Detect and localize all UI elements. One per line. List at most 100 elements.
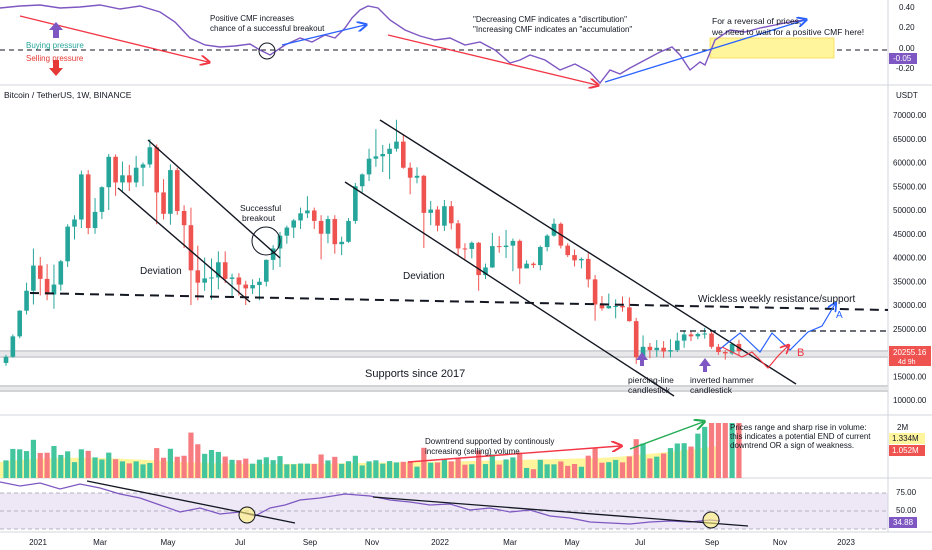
candle-body	[538, 247, 543, 266]
volume-bar	[455, 457, 461, 478]
breakout-note: Successful breakout	[240, 203, 281, 223]
volume-bar	[243, 458, 249, 478]
candle-body	[92, 211, 98, 229]
volume-bar	[222, 456, 228, 478]
candle-body	[435, 209, 440, 226]
volume-bar	[469, 464, 475, 478]
volume-bar	[476, 450, 482, 478]
volume-bar	[681, 443, 687, 478]
volume-bar	[524, 467, 530, 478]
volume-bar	[496, 464, 502, 478]
scenario-a-path	[719, 304, 835, 353]
volume-bar	[407, 461, 413, 478]
volume-bar	[17, 449, 23, 478]
candle-body	[524, 263, 529, 269]
volume-bar	[256, 459, 263, 478]
candle-body	[113, 156, 118, 183]
volume-bar	[30, 439, 36, 478]
candle-body	[332, 219, 338, 245]
candle-body	[373, 156, 379, 159]
candle-body	[387, 148, 392, 154]
selling-pressure-label: Selling pressure	[26, 54, 84, 63]
volume-bar	[578, 466, 584, 478]
candle-body	[606, 305, 612, 309]
price-tick: 35000.00	[893, 277, 927, 286]
cmf-breakout-circle	[258, 42, 276, 60]
candle-body	[284, 227, 290, 236]
candle-body	[188, 225, 194, 271]
piercing-marker-icon	[636, 352, 648, 366]
volume-bar	[208, 450, 215, 478]
candle-body	[620, 305, 625, 308]
volume-green-arrow	[629, 422, 703, 450]
cmf-current-label: -0.05	[893, 54, 912, 63]
volume-bar	[297, 463, 304, 478]
price-axis-unit: USDT	[896, 91, 918, 100]
candle-body	[346, 220, 351, 242]
candle-body	[442, 206, 447, 226]
candle-body	[298, 213, 303, 221]
cmf-tick: -0.20	[896, 64, 915, 73]
cmf-tick: 0.20	[899, 23, 915, 32]
candle-body	[613, 305, 618, 307]
candle-body	[729, 343, 735, 354]
time-axis: 2021 Mar May Jul Sep Nov 2022 Mar May Jul Sep Nov 20…	[29, 538, 855, 547]
volume-bar	[462, 464, 468, 478]
candle-body	[37, 265, 43, 279]
volume-bar	[92, 457, 98, 478]
candle-body	[250, 285, 255, 289]
candle-body	[633, 321, 639, 358]
candle-body	[31, 265, 36, 291]
volume-bar	[58, 454, 64, 478]
volume-bar	[674, 443, 680, 478]
candle-body	[517, 240, 523, 269]
candles	[3, 119, 742, 366]
buying-pressure-label: Buying pressure	[26, 41, 84, 50]
candle-body	[448, 206, 454, 224]
resistance-label: Wickless weekly resistance/support	[698, 294, 855, 305]
volume-bar	[133, 461, 139, 478]
candle-body	[257, 281, 262, 286]
candle-body	[572, 255, 577, 261]
volume-badge-2	[889, 445, 925, 456]
candle-body	[380, 153, 386, 157]
cmf-note-1-line: Positive CMF increases	[210, 14, 294, 23]
volume-bar	[263, 457, 269, 478]
candle-body	[99, 187, 105, 212]
deviation-label-2: Deviation	[403, 271, 445, 282]
candle-body	[51, 284, 57, 295]
time-tick: Jul	[235, 538, 245, 547]
volume-note-left: Downtrend supported by continously increa…	[425, 437, 554, 456]
candle-body	[359, 174, 365, 187]
piercing-note-line: candlestick	[628, 385, 671, 395]
cmf-note-2-line: "Decreasing CMF indicates a "discrtibuti…	[473, 15, 627, 24]
price-tick: 30000.00	[893, 301, 927, 310]
volume-bar	[441, 459, 447, 478]
volume-bar	[387, 461, 393, 478]
time-tick: 2023	[837, 538, 855, 547]
volume-bar	[448, 461, 454, 478]
candle-body	[531, 263, 536, 266]
time-tick: Mar	[503, 538, 517, 547]
volume-bar	[147, 462, 153, 478]
support-band-upper	[0, 350, 888, 358]
volume-bar	[393, 462, 400, 478]
rsi-current-label: 34.88	[893, 518, 914, 527]
volume-bar	[414, 466, 420, 478]
cmf-tick: 0.00	[899, 44, 915, 53]
price-tick: 65000.00	[893, 135, 927, 144]
candle-body	[668, 350, 673, 352]
volume-bar	[647, 458, 653, 478]
candle-body	[209, 277, 214, 279]
volume-bar	[10, 448, 16, 478]
candle-body	[79, 174, 84, 220]
selling-pressure-arrow-icon	[49, 60, 63, 76]
volume-bar	[99, 459, 105, 478]
candle-body	[654, 347, 660, 351]
volume-note-left-line: Downtrend supported by continously	[425, 437, 554, 446]
volume-bar	[558, 461, 564, 478]
breakout-note-line: breakout	[242, 213, 276, 223]
candle-body	[58, 261, 64, 285]
candle-body	[544, 235, 550, 248]
volume-bar	[78, 449, 84, 478]
